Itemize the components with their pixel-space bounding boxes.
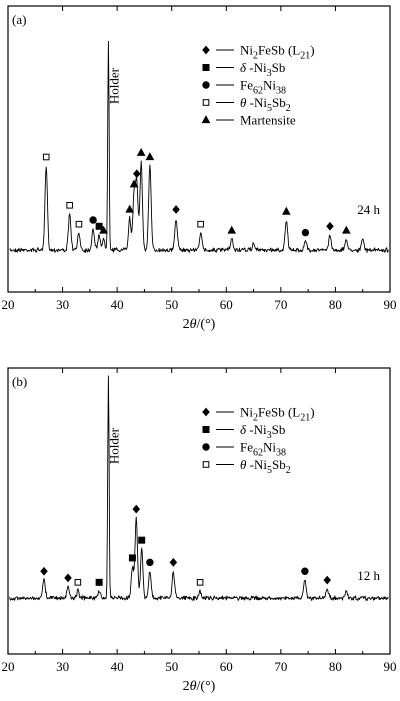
holder-label: Holder: [106, 67, 121, 104]
holder-label: Holder: [106, 427, 121, 464]
x-tick-label: 70: [274, 297, 287, 312]
legend-marker-square-open: [202, 461, 210, 468]
peak-marker-triangle-filled: [341, 225, 351, 234]
peak-marker-triangle-filled: [227, 225, 237, 234]
plot-frame: [7, 367, 391, 655]
legend-label: δ -Ni3​Sb: [240, 60, 285, 79]
x-axis-title: 2θ/(°): [183, 317, 216, 332]
peak-marker-triangle-filled: [281, 206, 291, 215]
panel-label: (a): [12, 12, 26, 27]
legend-label: δ -Ni3​Sb: [240, 422, 285, 441]
legend-label: Fe62​Ni38​: [240, 440, 286, 459]
legend-label: Martensite: [240, 113, 296, 128]
legend-marker-diamond-filled: [202, 407, 210, 417]
peak-marker-diamond-filled: [172, 205, 180, 214]
x-tick-label: 50: [165, 297, 178, 312]
legend-label: θ -Ni5​Sb2​: [240, 457, 291, 476]
peak-marker-circle-filled: [146, 558, 154, 567]
peak-marker-triangle-filled: [129, 179, 139, 188]
xrd-trace: [9, 375, 389, 601]
peak-marker-square-open: [197, 220, 204, 228]
plot-frame: [7, 5, 391, 293]
peak-marker-square-filled: [95, 222, 103, 230]
x-tick-label: 40: [111, 659, 124, 674]
legend-label: Ni2​FeSb (L21​): [240, 43, 315, 62]
peak-marker-square-filled: [138, 536, 146, 544]
peak-marker-square-filled: [128, 554, 136, 562]
legend-label: θ -Ni5​Sb2​: [240, 95, 291, 114]
peak-marker-diamond-filled: [132, 504, 141, 514]
peak-marker-circle-filled: [301, 567, 309, 575]
peak-marker-diamond-filled: [64, 573, 72, 583]
legend-label: Fe62​Ni38​: [240, 78, 286, 97]
time-label: 24 h: [357, 202, 380, 217]
x-tick-label: 70: [274, 659, 287, 674]
panel-a: 20 30 40 50 60 70 80 90 2θ/(°) (a) 24 h Holder Ni2​F…: [2, 5, 397, 332]
peak-marker-triangle-filled: [125, 204, 135, 213]
x-tick-label: 90: [384, 659, 397, 674]
legend-marker-square-open: [202, 99, 210, 106]
peak-marker-square-open: [66, 202, 73, 209]
x-tick-label: 20: [2, 659, 15, 674]
peak-marker-diamond-filled: [323, 575, 332, 585]
x-tick-label: 80: [329, 659, 342, 674]
peak-marker-diamond-filled: [169, 557, 178, 567]
peak-marker-square-filled: [95, 578, 103, 586]
xrd-trace: [9, 40, 389, 253]
peak-marker-square-open: [42, 153, 50, 161]
x-tick-label: 80: [329, 297, 342, 312]
x-tick-label: 50: [165, 659, 178, 674]
legend-marker-square-filled: [202, 426, 210, 433]
legend-label: Ni2​FeSb (L21​): [240, 405, 315, 424]
peak-marker-triangle-filled: [136, 147, 146, 156]
peak-marker-circle-filled: [301, 228, 310, 237]
legend-marker-circle-filled: [202, 81, 210, 89]
peak-marker-square-open: [75, 220, 83, 228]
x-tick-label: 90: [384, 297, 397, 312]
x-tick-label: 60: [220, 659, 233, 674]
peak-marker-triangle-filled: [99, 225, 108, 234]
peak-marker-circle-filled: [89, 216, 97, 224]
x-tick-label: 40: [111, 297, 124, 312]
peak-marker-triangle-filled: [145, 152, 155, 161]
peak-marker-diamond-filled: [326, 221, 334, 231]
peak-marker-diamond-filled: [133, 169, 141, 179]
time-label: 12 h: [357, 568, 380, 583]
x-axis-title: 2θ/(°): [183, 679, 216, 694]
panel-label: (b): [12, 374, 27, 389]
x-tick-label: 30: [56, 297, 69, 312]
legend-marker-circle-filled: [202, 443, 210, 451]
legend-marker-square-filled: [202, 64, 210, 71]
x-tick-label: 60: [220, 297, 233, 312]
x-tick-label: 30: [56, 659, 69, 674]
peak-marker-square-open: [74, 579, 82, 586]
legend-marker-triangle-filled: [201, 115, 211, 124]
peak-marker-diamond-filled: [40, 566, 48, 576]
legend-marker-diamond-filled: [202, 45, 210, 55]
panel-b: 20 30 40 50 60 70 80 90 2θ/(°) (b) 12 h Holder Ni2​F…: [2, 367, 397, 694]
x-tick-label: 20: [2, 297, 15, 312]
peak-marker-square-open: [196, 579, 204, 586]
